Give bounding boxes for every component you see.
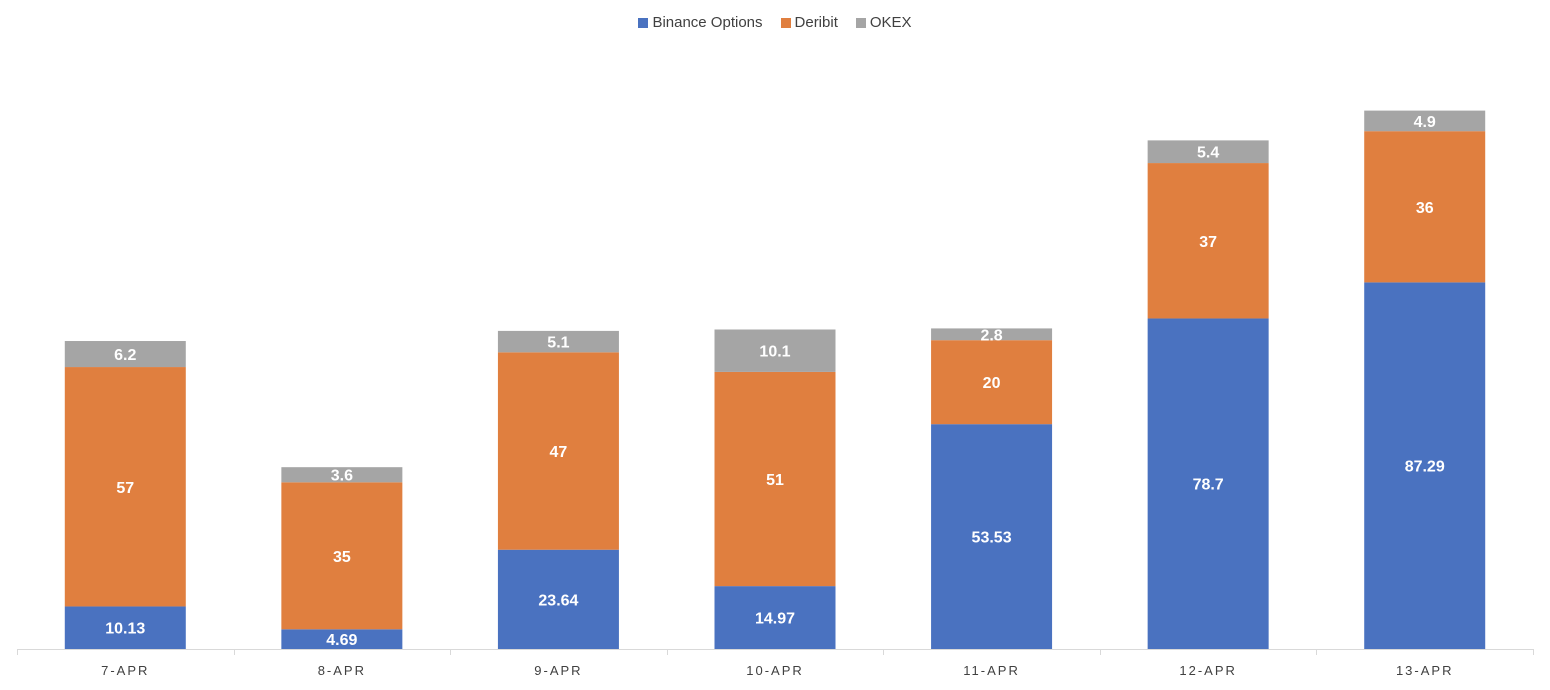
data-label-binance-options-10-apr: 14.97 — [755, 611, 795, 628]
data-label-binance-options-11-apr: 53.53 — [972, 530, 1012, 547]
bar-deribit-11-apr — [931, 340, 1053, 425]
bar-deribit-13-apr — [1364, 131, 1486, 283]
data-label-binance-options-13-apr: 87.29 — [1405, 459, 1445, 476]
data-label-deribit-9-apr: 47 — [550, 444, 568, 461]
bar-binance-options-13-apr — [1364, 282, 1486, 649]
data-label-okex-12-apr: 5.4 — [1197, 145, 1219, 162]
bar-deribit-9-apr — [497, 352, 619, 550]
bar-okex-13-apr — [1364, 110, 1486, 132]
bar-binance-options-12-apr — [1147, 318, 1269, 649]
x-tick-label-8-apr: 8-APR — [318, 663, 366, 678]
bar-binance-options-11-apr — [931, 424, 1053, 649]
data-label-deribit-11-apr: 20 — [983, 375, 1001, 392]
legend-label-binance-options: Binance Options — [652, 14, 763, 31]
x-tick-label-10-apr: 10-APR — [746, 663, 804, 678]
data-label-okex-8-apr: 3.6 — [331, 468, 353, 485]
legend-label-okex: OKEX — [869, 14, 912, 31]
legend-swatch-okex — [855, 17, 866, 28]
data-label-okex-7-apr: 6.2 — [114, 347, 136, 364]
bar-okex-10-apr — [714, 329, 836, 372]
legend-swatch-binance-options — [638, 17, 649, 28]
bar-deribit-7-apr — [64, 367, 186, 607]
bar-okex-12-apr — [1147, 140, 1269, 164]
data-label-deribit-7-apr: 57 — [116, 480, 134, 497]
x-tick-label-7-apr: 7-APR — [101, 663, 149, 678]
bar-deribit-8-apr — [281, 482, 403, 630]
data-label-deribit-10-apr: 51 — [766, 472, 784, 489]
data-label-deribit-13-apr: 36 — [1416, 200, 1434, 217]
x-tick-label-11-apr: 11-APR — [963, 663, 1020, 678]
bar-okex-7-apr — [64, 341, 186, 368]
x-tick-label-12-apr: 12-APR — [1179, 663, 1237, 678]
legend: Binance Options Deribit OKEX — [0, 14, 1550, 31]
bar-deribit-10-apr — [714, 371, 836, 587]
x-tick-label-9-apr: 9-APR — [534, 663, 582, 678]
data-label-okex-11-apr: 2.8 — [980, 327, 1002, 344]
legend-swatch-deribit — [780, 17, 791, 28]
data-label-okex-10-apr: 10.1 — [759, 344, 790, 361]
legend-item-okex: OKEX — [855, 14, 912, 31]
bar-binance-options-10-apr — [714, 586, 836, 649]
legend-label-deribit: Deribit — [794, 14, 838, 31]
bar-binance-options-7-apr — [64, 606, 186, 649]
legend-item-deribit: Deribit — [780, 14, 838, 31]
bar-okex-9-apr — [497, 330, 619, 353]
data-label-binance-options-9-apr: 23.64 — [538, 592, 578, 609]
data-label-deribit-8-apr: 35 — [333, 549, 351, 566]
bar-okex-11-apr — [931, 328, 1053, 341]
bar-okex-8-apr — [281, 467, 403, 483]
bar-binance-options-8-apr — [281, 629, 403, 649]
data-label-binance-options-7-apr: 10.13 — [105, 621, 145, 638]
data-label-binance-options-8-apr: 4.69 — [326, 632, 357, 649]
legend-item-binance-options: Binance Options — [638, 14, 763, 31]
data-label-binance-options-12-apr: 78.7 — [1193, 477, 1224, 494]
data-label-okex-9-apr: 5.1 — [547, 335, 569, 352]
data-label-deribit-12-apr: 37 — [1199, 234, 1217, 251]
data-label-okex-13-apr: 4.9 — [1414, 114, 1436, 131]
bar-deribit-12-apr — [1147, 163, 1269, 319]
bar-binance-options-9-apr — [497, 549, 619, 649]
x-tick-label-13-apr: 13-APR — [1396, 663, 1454, 678]
